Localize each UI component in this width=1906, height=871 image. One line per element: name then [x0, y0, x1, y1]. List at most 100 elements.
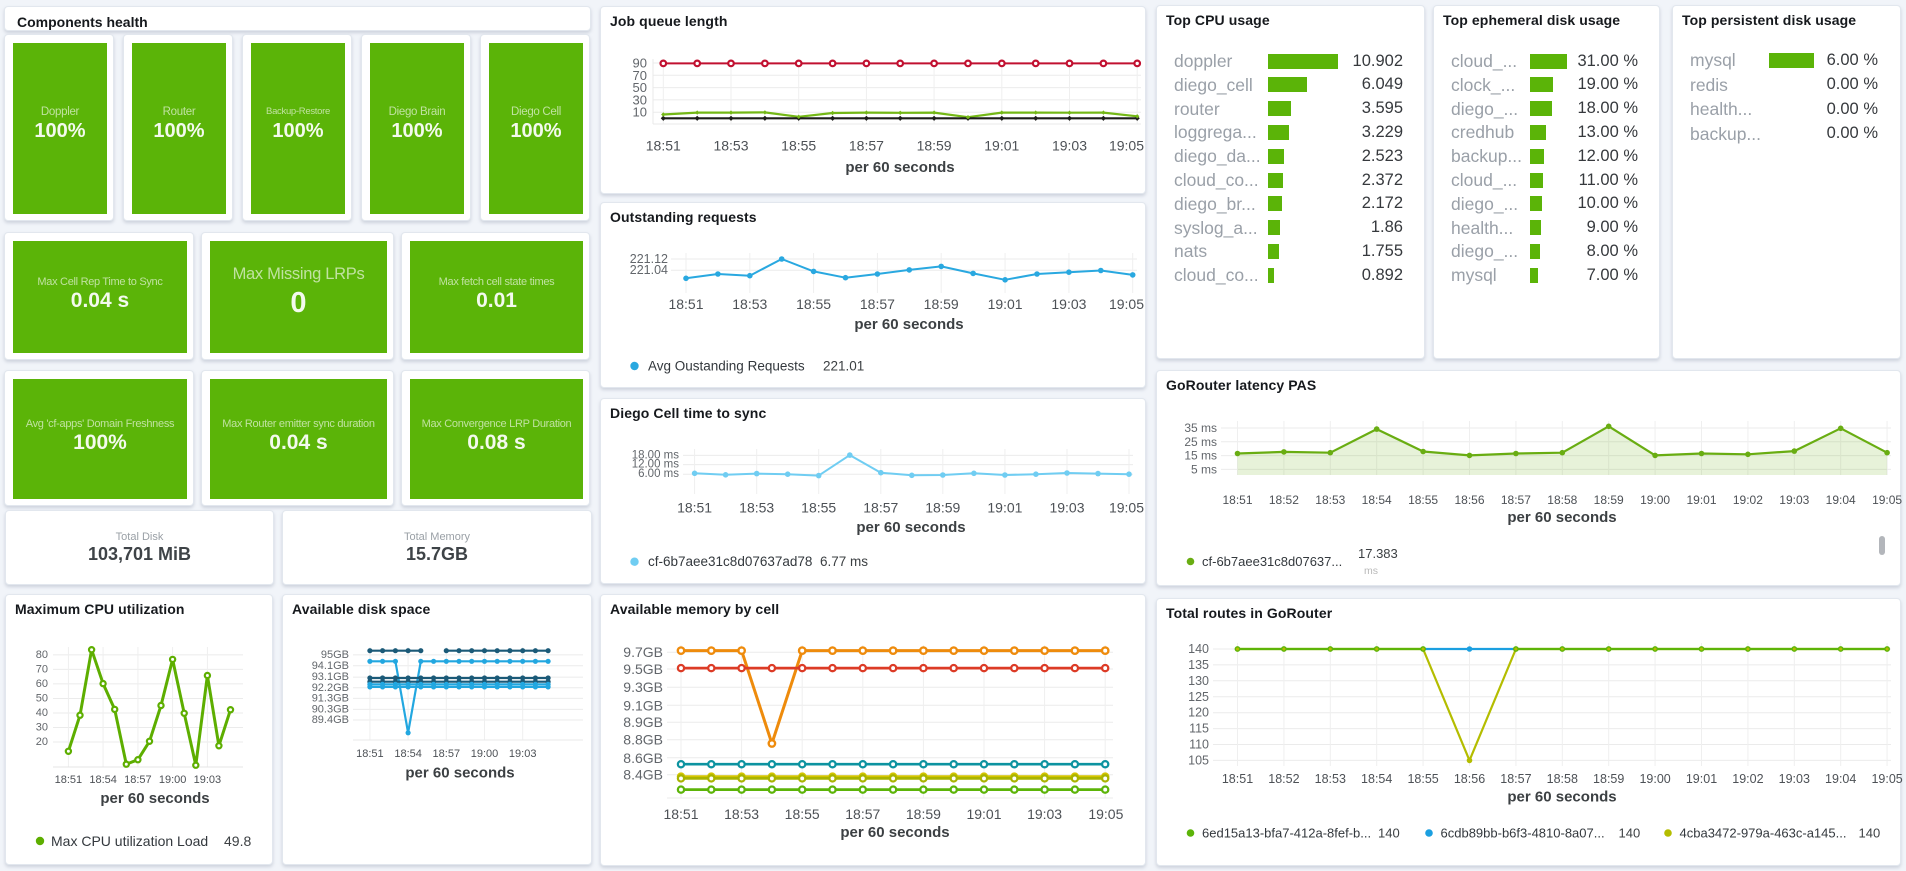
svg-text:125: 125: [1188, 690, 1209, 704]
svg-text:5 ms: 5 ms: [1191, 462, 1217, 476]
svg-text:18:51: 18:51: [663, 806, 698, 822]
svg-text:6.77 ms: 6.77 ms: [820, 554, 868, 569]
svg-text:18:59: 18:59: [925, 500, 960, 516]
svg-text:19:01: 19:01: [1686, 493, 1716, 507]
svg-text:18:55: 18:55: [801, 500, 836, 516]
svg-text:221.01: 221.01: [823, 359, 864, 374]
svg-text:70: 70: [36, 663, 48, 675]
svg-text:93.1GB: 93.1GB: [312, 671, 349, 683]
svg-text:18:57: 18:57: [433, 748, 461, 760]
svg-text:ms: ms: [1364, 565, 1378, 577]
svg-text:18:54: 18:54: [89, 774, 117, 786]
svg-text:18:55: 18:55: [781, 137, 816, 153]
svg-text:18:51: 18:51: [356, 748, 384, 760]
svg-text:18:52: 18:52: [1268, 772, 1299, 786]
svg-text:18:57: 18:57: [860, 296, 895, 312]
svg-text:35 ms: 35 ms: [1184, 421, 1217, 435]
svg-text:6ed15a13-bfa7-412a-8fef-b...: 6ed15a13-bfa7-412a-8fef-b...: [1202, 826, 1371, 841]
svg-text:per 60 seconds: per 60 seconds: [1507, 789, 1616, 806]
svg-text:105: 105: [1188, 753, 1209, 767]
svg-text:9.3GB: 9.3GB: [623, 679, 663, 695]
svg-text:90.3GB: 90.3GB: [312, 703, 349, 715]
svg-text:18:53: 18:53: [713, 137, 748, 153]
svg-text:19:03: 19:03: [194, 774, 222, 786]
svg-text:92.2GB: 92.2GB: [312, 682, 349, 694]
svg-text:90: 90: [633, 56, 647, 71]
svg-text:9.5GB: 9.5GB: [623, 661, 663, 677]
svg-text:per 60 seconds: per 60 seconds: [405, 765, 514, 782]
svg-text:50: 50: [36, 693, 48, 705]
svg-text:18:57: 18:57: [845, 806, 880, 822]
svg-text:221.12: 221.12: [630, 252, 668, 266]
svg-text:80: 80: [36, 649, 48, 661]
svg-text:18.00 ms: 18.00 ms: [632, 449, 680, 461]
svg-text:19:05: 19:05: [1088, 806, 1123, 822]
svg-text:19:03: 19:03: [1779, 772, 1810, 786]
svg-text:9.7GB: 9.7GB: [623, 644, 663, 660]
svg-text:19:03: 19:03: [509, 748, 537, 760]
svg-text:18:53: 18:53: [724, 806, 759, 822]
svg-text:cf-6b7aee31c8d07637...: cf-6b7aee31c8d07637...: [1202, 554, 1342, 569]
svg-text:18:51: 18:51: [1222, 772, 1253, 786]
svg-text:18:57: 18:57: [124, 774, 152, 786]
svg-text:per 60 seconds: per 60 seconds: [845, 159, 954, 176]
svg-text:135: 135: [1188, 658, 1209, 672]
svg-text:6cdb89bb-b6f3-4810-8a07...: 6cdb89bb-b6f3-4810-8a07...: [1441, 826, 1605, 841]
svg-text:19:00: 19:00: [159, 774, 187, 786]
svg-text:18:59: 18:59: [906, 806, 941, 822]
svg-text:18:57: 18:57: [1501, 493, 1531, 507]
svg-text:18:58: 18:58: [1547, 493, 1577, 507]
svg-text:19:00: 19:00: [1640, 493, 1670, 507]
svg-text:18:56: 18:56: [1454, 493, 1484, 507]
svg-text:19:05: 19:05: [1109, 500, 1144, 516]
svg-text:18:51: 18:51: [677, 500, 712, 516]
svg-text:18:55: 18:55: [1408, 493, 1438, 507]
svg-text:30: 30: [633, 92, 647, 107]
svg-text:12.00 ms: 12.00 ms: [632, 459, 680, 471]
svg-text:19:03: 19:03: [1049, 500, 1084, 516]
svg-text:25 ms: 25 ms: [1184, 435, 1217, 449]
svg-text:18:57: 18:57: [849, 137, 884, 153]
svg-text:40: 40: [36, 707, 48, 719]
svg-text:6.00 ms: 6.00 ms: [638, 468, 679, 480]
svg-text:18:59: 18:59: [1593, 772, 1624, 786]
svg-text:19:01: 19:01: [966, 806, 1001, 822]
svg-text:9.1GB: 9.1GB: [623, 697, 663, 713]
svg-text:140: 140: [1619, 826, 1641, 841]
svg-text:15 ms: 15 ms: [1184, 449, 1217, 463]
svg-text:18:53: 18:53: [739, 500, 774, 516]
svg-text:per 60 seconds: per 60 seconds: [840, 824, 949, 841]
svg-text:110: 110: [1189, 738, 1209, 752]
svg-text:18:55: 18:55: [796, 296, 831, 312]
svg-text:19:03: 19:03: [1051, 296, 1086, 312]
svg-text:50: 50: [633, 80, 647, 95]
svg-text:140: 140: [1859, 826, 1881, 841]
svg-text:19:00: 19:00: [471, 748, 499, 760]
svg-text:10: 10: [633, 105, 647, 120]
svg-text:49.8: 49.8: [224, 833, 251, 849]
svg-text:18:53: 18:53: [732, 296, 767, 312]
svg-text:18:52: 18:52: [1269, 493, 1299, 507]
svg-text:18:51: 18:51: [646, 137, 681, 153]
svg-text:19:03: 19:03: [1052, 137, 1087, 153]
svg-text:221.04: 221.04: [630, 263, 668, 277]
svg-text:18:51: 18:51: [55, 774, 83, 786]
svg-text:20: 20: [36, 736, 48, 748]
svg-text:19:05: 19:05: [1872, 493, 1902, 507]
svg-text:18:59: 18:59: [1594, 493, 1624, 507]
svg-text:18:53: 18:53: [1315, 493, 1345, 507]
svg-text:18:57: 18:57: [1500, 772, 1531, 786]
svg-text:18:54: 18:54: [394, 748, 422, 760]
svg-text:120: 120: [1188, 706, 1209, 720]
svg-text:19:04: 19:04: [1826, 493, 1856, 507]
svg-text:94.1GB: 94.1GB: [312, 660, 349, 672]
svg-text:30: 30: [36, 722, 48, 734]
svg-text:19:05: 19:05: [1871, 772, 1902, 786]
svg-text:8.9GB: 8.9GB: [623, 714, 663, 730]
svg-text:18:58: 18:58: [1547, 772, 1578, 786]
svg-text:19:01: 19:01: [1686, 772, 1717, 786]
svg-text:19:02: 19:02: [1733, 493, 1763, 507]
svg-text:cf-6b7aee31c8d07637ad78: cf-6b7aee31c8d07637ad78: [648, 554, 812, 569]
svg-text:70: 70: [633, 68, 647, 83]
svg-text:19:05: 19:05: [1109, 137, 1144, 153]
